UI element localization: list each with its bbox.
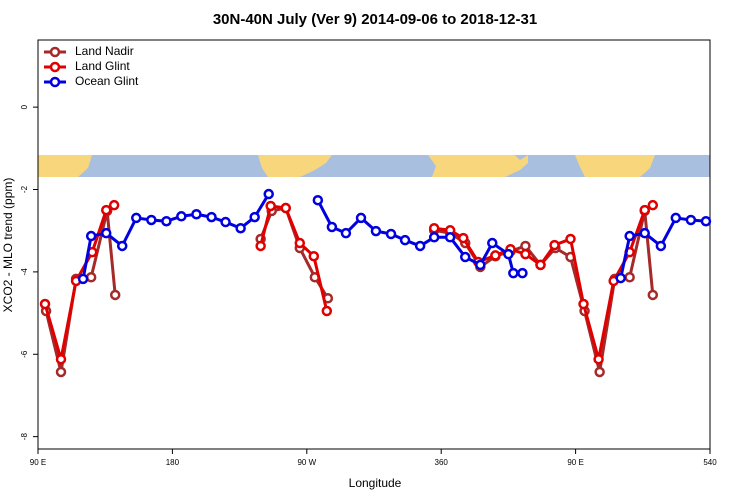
legend-marker bbox=[49, 46, 61, 58]
data-point bbox=[146, 214, 157, 226]
data-point bbox=[565, 233, 576, 245]
data-point bbox=[116, 240, 128, 252]
y-tick-label: 0 bbox=[20, 104, 29, 109]
data-point bbox=[55, 353, 67, 365]
data-point bbox=[100, 204, 112, 216]
data-point bbox=[700, 215, 712, 227]
x-tick-label: 180 bbox=[166, 458, 180, 467]
data-point bbox=[340, 227, 352, 239]
data-point bbox=[308, 250, 320, 262]
data-point bbox=[655, 240, 667, 252]
data-point bbox=[670, 212, 682, 224]
series-line bbox=[316, 199, 523, 275]
data-point bbox=[280, 202, 291, 214]
y-tick-label: -4 bbox=[20, 268, 29, 276]
data-point bbox=[428, 232, 440, 243]
legend-label: Land Glint bbox=[75, 59, 130, 73]
data-point bbox=[312, 194, 324, 206]
data-point bbox=[593, 353, 604, 365]
data-point bbox=[249, 211, 260, 223]
data-point bbox=[459, 251, 471, 263]
data-point bbox=[85, 230, 97, 242]
data-point bbox=[294, 237, 306, 249]
data-point bbox=[176, 211, 187, 222]
data-point bbox=[131, 212, 142, 224]
chart-title: 30N-40N July (Ver 9) 2014-09-06 to 2018-… bbox=[213, 11, 537, 28]
x-axis-label: Longitude bbox=[349, 476, 402, 490]
legend-marker bbox=[49, 76, 61, 88]
data-point bbox=[520, 248, 531, 260]
legend-marker bbox=[49, 61, 61, 73]
x-tick-label: 540 bbox=[703, 458, 717, 467]
data-point bbox=[263, 188, 274, 200]
data-point bbox=[444, 232, 456, 243]
data-point bbox=[578, 298, 589, 310]
data-point bbox=[647, 289, 659, 301]
x-tick-label: 90 E bbox=[30, 458, 46, 467]
map-strip bbox=[38, 155, 710, 177]
data-point bbox=[549, 239, 560, 251]
plot-frame bbox=[37, 39, 711, 450]
data-point bbox=[385, 228, 397, 240]
data-point bbox=[370, 225, 382, 237]
data-point bbox=[639, 227, 650, 239]
data-point bbox=[475, 259, 486, 271]
data-point bbox=[77, 273, 89, 285]
data-point bbox=[109, 289, 121, 301]
data-point bbox=[414, 240, 426, 252]
data-point bbox=[39, 298, 51, 310]
data-point bbox=[487, 237, 498, 249]
data-point bbox=[100, 227, 112, 239]
data-point bbox=[535, 259, 546, 271]
data-point bbox=[503, 248, 514, 260]
data-point bbox=[615, 272, 626, 284]
data-point bbox=[428, 222, 440, 234]
data-point bbox=[639, 204, 650, 216]
data-point bbox=[265, 200, 276, 212]
data-point bbox=[355, 212, 367, 224]
data-point bbox=[85, 271, 97, 283]
data-point bbox=[594, 366, 605, 378]
y-tick-label: -8 bbox=[20, 433, 29, 441]
data-point bbox=[55, 366, 67, 378]
y-axis-label: XCO2 - MLO trend (ppm) bbox=[1, 178, 15, 313]
data-point bbox=[235, 222, 246, 234]
y-tick-label: -6 bbox=[20, 350, 29, 358]
x-tick-label: 360 bbox=[435, 458, 449, 467]
data-point bbox=[191, 208, 202, 220]
data-point bbox=[458, 232, 469, 244]
data-point bbox=[520, 240, 531, 252]
data-point bbox=[220, 216, 231, 228]
series-line bbox=[259, 204, 329, 312]
data-point bbox=[624, 230, 635, 242]
data-point bbox=[321, 305, 333, 317]
data-point bbox=[399, 234, 411, 246]
x-tick-label: 90 W bbox=[297, 458, 316, 467]
data-point bbox=[206, 211, 217, 223]
legend-label: Land Nadir bbox=[75, 44, 134, 58]
y-tick-label: -2 bbox=[20, 185, 29, 193]
data-point bbox=[517, 267, 528, 279]
data-point bbox=[255, 240, 266, 252]
data-point bbox=[108, 199, 120, 211]
data-point bbox=[624, 271, 635, 283]
data-point bbox=[508, 267, 519, 279]
data-point bbox=[490, 250, 501, 261]
data-point bbox=[685, 214, 697, 226]
data-point bbox=[326, 221, 338, 233]
data-point bbox=[647, 199, 659, 211]
x-tick-label: 90 E bbox=[567, 458, 583, 467]
legend-label: Ocean Glint bbox=[75, 74, 139, 88]
data-point bbox=[161, 215, 172, 227]
